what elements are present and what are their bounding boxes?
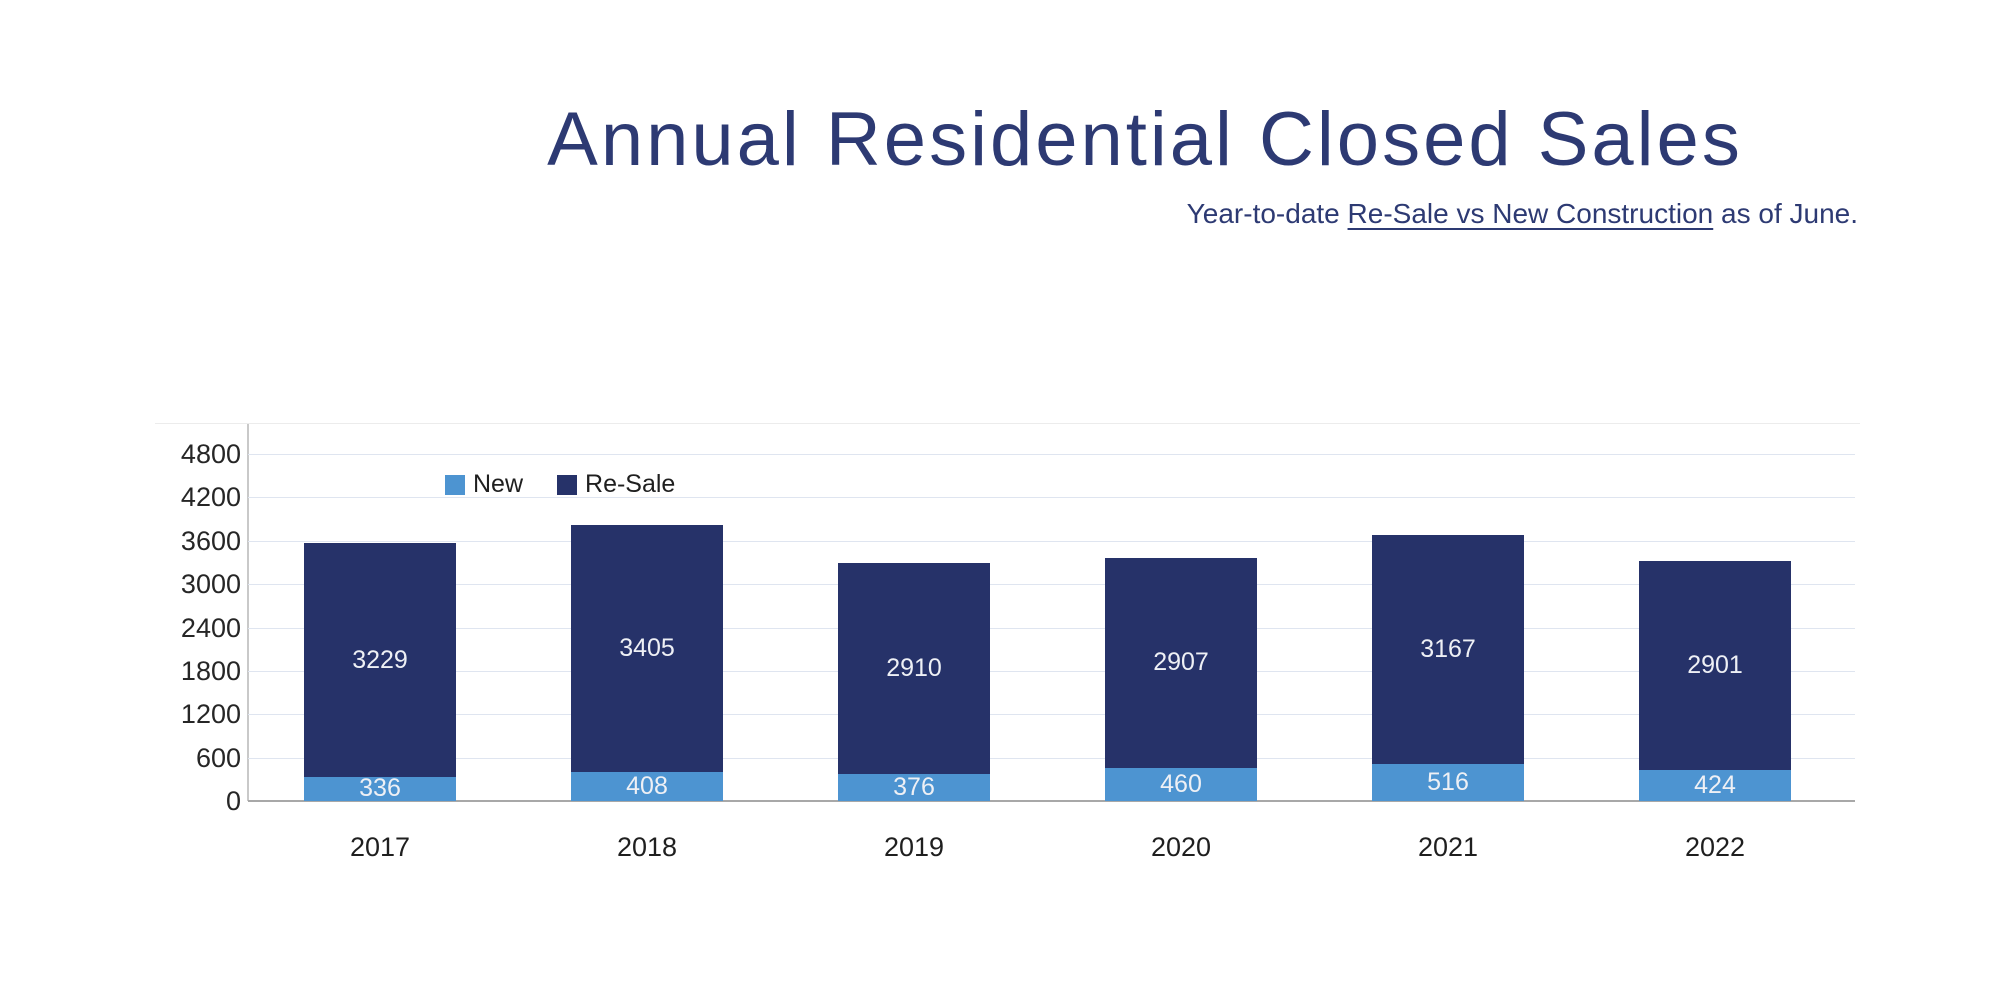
page-title: Annual Residential Closed Sales — [547, 97, 1743, 182]
plot-area: New Re-Sale 3229 336 3405 408 2910 376 2907 460 3… — [248, 454, 1855, 802]
bar-segment-re-sale-2022: 2901 — [1639, 560, 1791, 771]
y-axis-line — [247, 424, 249, 801]
bar-value-label: 2910 — [886, 654, 942, 683]
bar-value-label: 2901 — [1687, 651, 1743, 679]
bar-segment-new-2022: 424 — [1639, 770, 1791, 801]
gridline-1800 — [248, 670, 1855, 672]
x-category-label-2020: 2020 — [1150, 832, 1212, 862]
bar-value-label: 2907 — [1153, 648, 1209, 677]
legend-item-re-sale: Re-Sale — [557, 470, 675, 499]
x-category-label-2018: 2018 — [616, 832, 678, 862]
bar-segment-new-2021: 516 — [1372, 763, 1524, 801]
bar-value-label: 408 — [626, 771, 668, 800]
bar-group-2020: 2907 460 — [1105, 557, 1257, 801]
y-tick-label-3000: 3000 — [180, 569, 241, 600]
bar-group-2022: 2901 424 — [1639, 560, 1791, 801]
bar-segment-re-sale-2020: 2907 — [1105, 557, 1257, 768]
stacked-bar-chart: 0 600 1200 1800 2400 3000 3600 4200 4800 New Re-S… — [155, 423, 1860, 884]
bar-value-label: 516 — [1427, 767, 1469, 796]
x-category-label-2022: 2022 — [1684, 832, 1746, 862]
bar-segment-new-2020: 460 — [1105, 767, 1257, 801]
y-tick-label-1200: 1200 — [180, 699, 241, 730]
bar-segment-re-sale-2018: 3405 — [571, 525, 723, 772]
y-tick-label-3600: 3600 — [180, 525, 241, 556]
subtitle-underlined-text: Re-Sale vs New Construction — [1347, 198, 1714, 230]
gridline-2400 — [248, 627, 1855, 629]
bar-group-2019: 2910 376 — [838, 563, 990, 801]
chart-subtitle: Year-to-date Re-Sale vs New Construction… — [430, 197, 1858, 231]
gridline-1200 — [248, 714, 1855, 716]
bar-segment-new-2019: 376 — [838, 772, 990, 801]
y-tick-label-4800: 4800 — [180, 439, 241, 469]
bar-value-label: 460 — [1160, 769, 1202, 798]
subtitle-suffix: as of June. — [1713, 198, 1858, 230]
bar-segment-re-sale-2021: 3167 — [1372, 534, 1524, 764]
bar-segment-re-sale-2019: 2910 — [838, 563, 990, 774]
bar-value-label: 336 — [359, 774, 401, 803]
y-tick-label-600: 600 — [195, 742, 241, 773]
bar-group-2017: 3229 336 — [304, 543, 456, 801]
bar-value-label: 376 — [893, 772, 935, 801]
bar-segment-new-2018: 408 — [571, 771, 723, 801]
gridline-3600 — [248, 540, 1855, 542]
bar-value-label: 3405 — [619, 633, 675, 662]
bar-group-2021: 3167 516 — [1372, 534, 1524, 801]
chart-legend: New Re-Sale — [445, 470, 675, 499]
x-axis-baseline — [248, 800, 1855, 802]
legend-label: New — [473, 470, 524, 498]
y-tick-label-4200: 4200 — [180, 482, 241, 513]
x-category-label-2021: 2021 — [1417, 832, 1479, 862]
bar-segment-new-2017: 336 — [304, 774, 456, 803]
x-category-label-2019: 2019 — [883, 832, 945, 862]
x-category-label-2017: 2017 — [349, 832, 411, 862]
legend-item-new: New — [445, 470, 523, 499]
y-tick-label-0: 0 — [225, 786, 241, 816]
bar-segment-re-sale-2017: 3229 — [304, 543, 456, 777]
bar-value-label: 424 — [1694, 771, 1736, 800]
legend-swatch-icon — [557, 474, 578, 495]
gridline-4200 — [248, 497, 1855, 499]
y-tick-label-2400: 2400 — [180, 612, 241, 643]
y-tick-label-1800: 1800 — [180, 655, 241, 686]
legend-label: Re-Sale — [585, 470, 676, 498]
bar-value-label: 3167 — [1420, 634, 1476, 663]
chart-header: Annual Residential Closed Sales Year-to-… — [430, 96, 1860, 231]
bar-group-2018: 3405 408 — [571, 525, 723, 801]
gridline-600 — [248, 757, 1855, 759]
gridline-4800 — [248, 454, 1855, 455]
gridline-3000 — [248, 584, 1855, 586]
subtitle-prefix: Year-to-date — [1186, 198, 1348, 230]
legend-swatch-icon — [445, 474, 465, 495]
bar-value-label: 3229 — [352, 645, 408, 674]
